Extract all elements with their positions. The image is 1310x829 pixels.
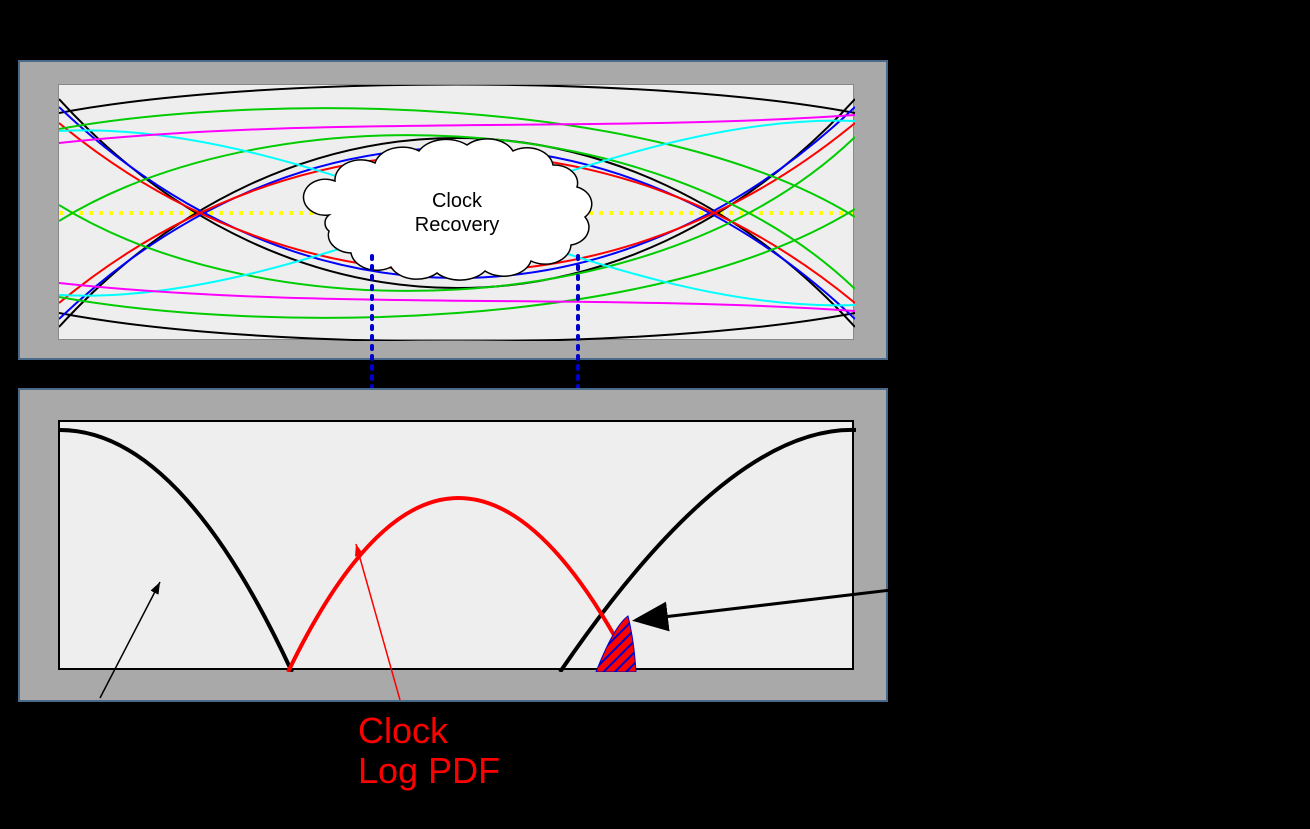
eye-diagram-svg: Clock Recovery	[59, 85, 855, 341]
formula-int-upper: +∞	[1020, 520, 1040, 538]
clock-pdf-curve	[288, 498, 634, 672]
clock-pdf-label-line2: Log PDF	[358, 750, 500, 792]
pdf-svg	[60, 422, 856, 672]
decision-pdf-label-line1: Decision Point	[30, 718, 209, 750]
cloud-label-line2: Recovery	[415, 214, 499, 236]
title-text: Probability of Bit Errors	[450, 6, 859, 50]
overlap-region	[596, 616, 636, 672]
eye-diagram-panel: Clock Recovery	[18, 60, 888, 360]
decision-pdf-label-line2: Log Probability	[30, 754, 215, 786]
eye-diagram-plot-area: Clock Recovery	[58, 84, 854, 340]
cloud-label-line1: Clock	[432, 190, 483, 212]
left-decision-pdf-curve	[60, 430, 292, 672]
formula-lhs-sub: err	[939, 557, 962, 579]
right-decision-pdf-curve	[560, 430, 856, 672]
formula-int-lower: -∞	[998, 574, 1015, 592]
pdf-plot-area	[58, 420, 854, 670]
page-title: Probability of Bit Errors	[0, 6, 1310, 51]
clock-pdf-label-line1: Clock	[358, 710, 448, 752]
pdf-panel	[18, 388, 888, 702]
ber-formula: Perr = ∫ +∞ -∞ P(err|t)p(t) dt	[920, 534, 1202, 582]
ber-label: Bit Error Ratio	[940, 448, 1116, 480]
formula-lhs: P	[920, 537, 939, 574]
